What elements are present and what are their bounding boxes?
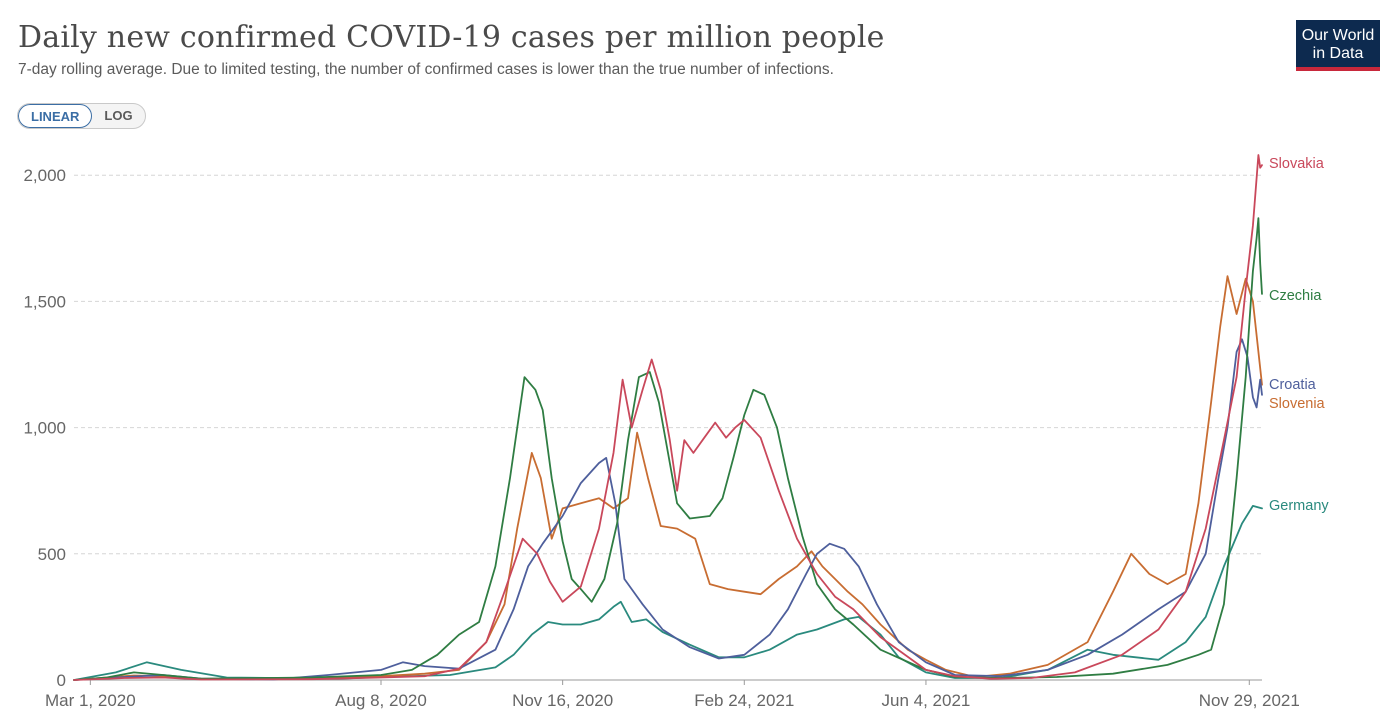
series-label-czechia[interactable]: Czechia (1269, 288, 1322, 304)
owid-logo[interactable]: Our World in Data (1296, 20, 1380, 71)
linear-scale-button[interactable]: LINEAR (18, 104, 93, 128)
x-tick-label: Nov 29, 2021 (1199, 691, 1300, 710)
series-label-slovenia[interactable]: Slovenia (1269, 396, 1326, 412)
x-tick-label: Aug 8, 2020 (335, 691, 427, 710)
chart-title: Daily new confirmed COVID-19 cases per m… (18, 20, 885, 55)
x-tick-label: Mar 1, 2020 (45, 691, 136, 710)
x-axis: Mar 1, 2020 Aug 8, 2020 Nov 16, 2020 Feb 24… (45, 679, 1300, 710)
series-labels: Slovakia Czechia Croatia Slovenia Germany (1269, 156, 1329, 514)
series-line-czechia[interactable] (73, 217, 1263, 681)
y-tick-label: 1,000 (23, 419, 66, 438)
chart-subtitle: 7-day rolling average. Due to limited te… (18, 61, 834, 78)
x-tick-label: Nov 16, 2020 (512, 691, 613, 710)
scale-toggle: LINEAR LOG (17, 103, 146, 129)
series-line-croatia[interactable] (73, 338, 1263, 681)
y-tick-label: 2,000 (23, 166, 66, 185)
logo-accent-bar (1296, 67, 1380, 71)
logo-line-2: in Data (1312, 45, 1364, 62)
series-line-slovakia[interactable] (73, 154, 1263, 681)
series-label-slovakia[interactable]: Slovakia (1269, 156, 1325, 172)
x-tick-label: Jun 4, 2021 (882, 691, 971, 710)
y-axis: 0 500 1,000 1,500 2,000 (23, 166, 66, 690)
gridlines (74, 174, 1262, 555)
series-label-germany[interactable]: Germany (1269, 498, 1329, 514)
y-tick-label: 1,500 (23, 292, 66, 311)
x-tick-label: Feb 24, 2021 (694, 691, 794, 710)
series-label-croatia[interactable]: Croatia (1269, 377, 1317, 393)
logo-line-1: Our World (1301, 27, 1375, 44)
y-tick-label: 0 (57, 671, 66, 690)
series-lines (73, 154, 1263, 681)
series-line-germany[interactable] (73, 505, 1263, 681)
log-scale-button[interactable]: LOG (104, 108, 133, 123)
series-line-slovenia[interactable] (73, 275, 1263, 681)
y-tick-label: 500 (38, 545, 66, 564)
